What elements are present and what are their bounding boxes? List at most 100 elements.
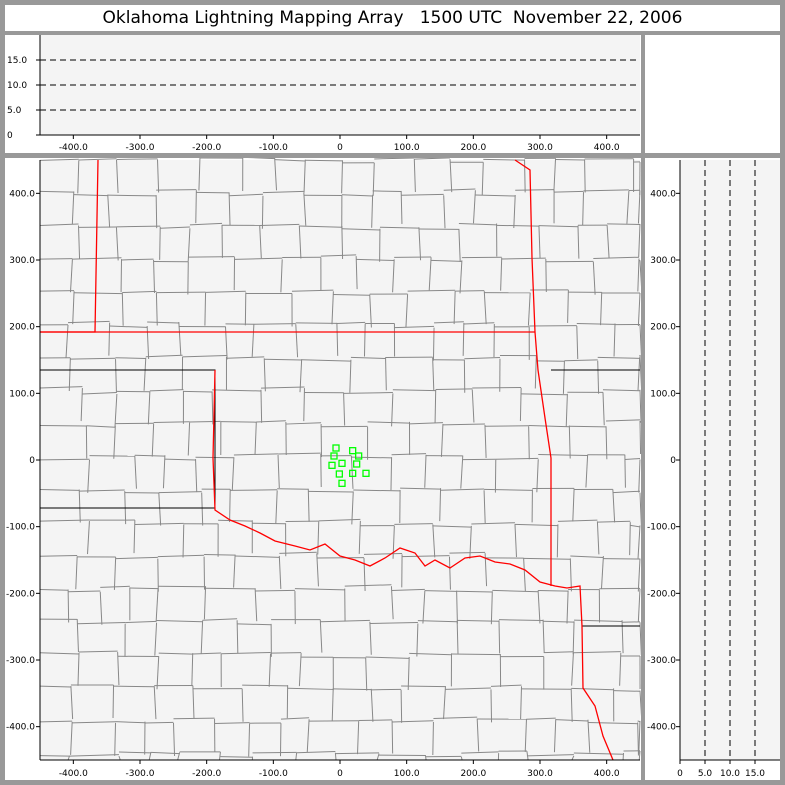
county-border: [237, 623, 272, 626]
county-border: [371, 194, 374, 228]
county-border: [39, 519, 90, 522]
county-border: [513, 194, 516, 229]
county-border: [331, 291, 334, 325]
county-border: [305, 159, 343, 162]
county-border: [252, 522, 286, 525]
county-border: [570, 555, 604, 559]
county-border: [231, 457, 235, 491]
county-border: [205, 587, 256, 590]
county-border: [372, 162, 375, 196]
county-border: [308, 490, 354, 493]
county-border: [515, 189, 555, 191]
county-border: [172, 722, 176, 757]
county-border: [177, 752, 181, 761]
county-border: [78, 225, 81, 259]
county-border: [639, 324, 641, 358]
county-border: [372, 190, 402, 193]
county-border: [260, 389, 263, 423]
county-border: [490, 591, 493, 625]
county-border: [443, 188, 476, 191]
lightning-source-marker: [349, 447, 357, 455]
county-border: [343, 392, 346, 426]
county-border: [75, 556, 78, 590]
county-border: [122, 290, 157, 294]
county-border: [484, 424, 487, 458]
lightning-source-marker: [362, 469, 370, 477]
county-border: [555, 158, 585, 161]
county-border: [597, 520, 631, 523]
county-border: [606, 225, 610, 259]
county-border: [230, 489, 278, 491]
county-border: [536, 459, 539, 493]
county-border: [483, 490, 486, 524]
county-border: [416, 623, 419, 657]
county-border: [303, 159, 306, 193]
county-border: [192, 685, 195, 719]
county-border: [565, 393, 568, 427]
county-border: [440, 423, 444, 457]
plot-title: Oklahoma Lightning Mapping Array 1500 UT…: [5, 5, 780, 31]
county-border: [401, 685, 446, 688]
county-border: [637, 190, 641, 224]
x-tick-label: 0: [677, 769, 683, 779]
county-border: [639, 260, 641, 287]
county-border: [100, 585, 130, 588]
county-border: [358, 520, 361, 554]
county-border: [500, 257, 503, 291]
county-border: [77, 652, 80, 686]
county-border: [316, 553, 319, 587]
county-border: [200, 620, 204, 654]
county-border: [433, 716, 478, 719]
county-border: [253, 323, 296, 325]
state-border-texas-panhandle: [40, 369, 216, 509]
county-border: [428, 257, 432, 291]
county-border: [626, 190, 630, 224]
county-border: [449, 551, 486, 554]
county-border: [235, 555, 280, 558]
county-border: [162, 455, 166, 489]
y-tick-label: 400.0: [9, 189, 35, 199]
county-border: [557, 519, 598, 522]
county-border: [402, 555, 450, 558]
county-border: [121, 258, 154, 261]
county-border: [391, 588, 425, 592]
county-border: [471, 522, 515, 525]
county-border: [151, 423, 155, 457]
county-border: [492, 589, 539, 593]
county-border: [440, 488, 485, 491]
county-border: [593, 256, 640, 259]
x-tick-label: 300.0: [527, 143, 553, 153]
county-borders: [39, 158, 641, 761]
county-border: [229, 193, 263, 197]
county-border: [187, 228, 191, 262]
county-border: [554, 190, 584, 193]
county-border: [260, 386, 305, 389]
county-border: [277, 454, 280, 488]
county-border: [295, 322, 337, 324]
county-border: [573, 651, 621, 654]
county-border: [369, 294, 372, 328]
county-border: [214, 722, 250, 724]
y-tick-label: 100.0: [650, 389, 676, 399]
x-tick-label: -300.0: [125, 143, 154, 153]
county-border: [189, 222, 223, 226]
county-border: [573, 752, 624, 755]
county-border: [400, 487, 441, 490]
county-border: [134, 455, 137, 489]
county-border: [638, 459, 641, 493]
lightning-source-marker: [355, 452, 363, 460]
county-border: [432, 357, 435, 391]
county-border: [562, 360, 565, 394]
county-border: [458, 228, 461, 262]
county-border: [526, 754, 574, 757]
county-border: [481, 162, 484, 196]
county-border: [70, 686, 74, 720]
county-border: [39, 652, 80, 655]
county-border: [570, 688, 573, 722]
county-border: [157, 159, 160, 193]
county-border: [76, 619, 79, 653]
y-tick-label: 10.0: [7, 81, 27, 91]
county-border: [424, 755, 427, 761]
county-border: [630, 524, 641, 528]
county-border: [320, 254, 357, 257]
